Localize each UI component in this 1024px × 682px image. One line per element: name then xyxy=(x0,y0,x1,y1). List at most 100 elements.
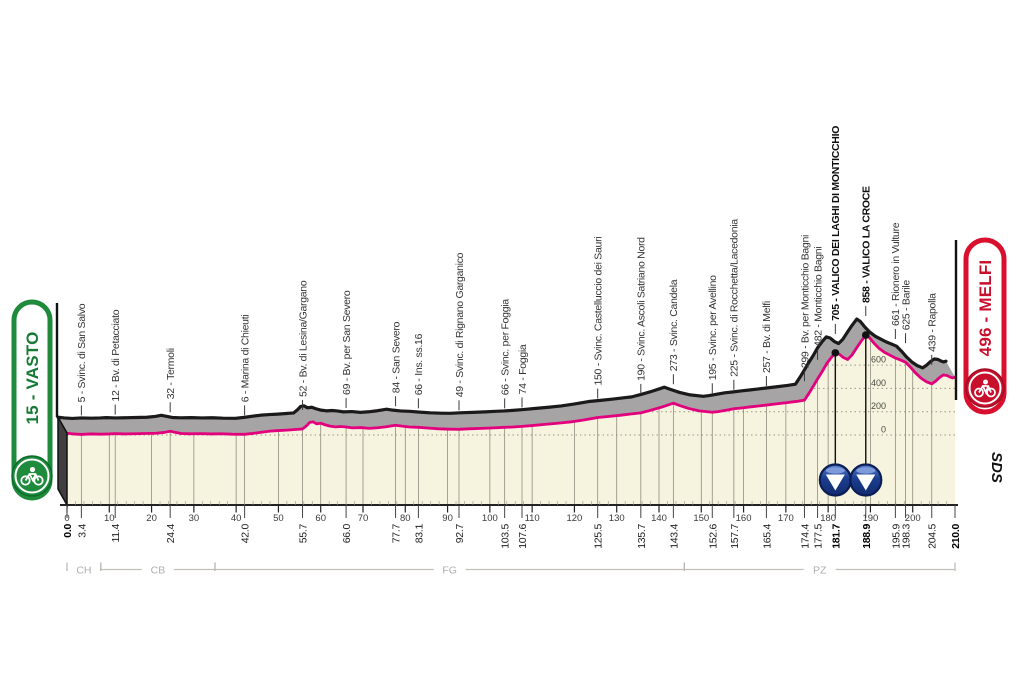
axis-tick-number: 140 xyxy=(651,513,667,524)
waypoint-label: 705 - VALICO DEI LAGHI DI MONTICCHIO xyxy=(830,126,842,321)
gpm-markers xyxy=(818,331,883,497)
profile-end-cap xyxy=(57,414,68,508)
waypoint-label: 190 - Svinc. Ascoli Satriano Nord xyxy=(636,237,648,381)
axis-tick-number: 180 xyxy=(820,513,836,524)
province-axis: CH CB FG PZ xyxy=(66,562,956,577)
axis-tick-number: 120 xyxy=(566,513,582,524)
waypoint-km-label: 204.5 xyxy=(927,524,939,549)
waypoint-km-label: 177.5 xyxy=(813,524,825,549)
axis-tick-number: 170 xyxy=(778,513,794,524)
waypoint-km-label: 195.9 xyxy=(890,524,902,549)
elevation-label: 600 xyxy=(871,355,886,365)
finish-badge-label: 496 - MELFI xyxy=(976,260,995,357)
axis-tick-number: 150 xyxy=(693,513,709,524)
axis-tick-number: 40 xyxy=(231,513,242,524)
waypoint-label: 299 - Bv. per Monticchio Bagni xyxy=(799,235,811,368)
waypoint-km-label: 3.4 xyxy=(76,524,88,538)
waypoint-km-label: 77.7 xyxy=(391,524,403,544)
waypoint-km-label: 11.4 xyxy=(110,524,122,543)
waypoint-km-label: 157.7 xyxy=(729,524,741,549)
gpm-summit-dot xyxy=(831,349,840,357)
waypoint-km-label: 83.1 xyxy=(413,524,425,544)
waypoint-label: 195 - Svinc. per Avellino xyxy=(707,275,719,380)
waypoint-label: 257 - Bv. di Melfi xyxy=(761,301,773,373)
profile-top-line xyxy=(56,317,948,421)
waypoint-km-label: 125.5 xyxy=(593,524,605,549)
waypoint-label: 439 - Rapolla xyxy=(927,293,939,352)
waypoint-label: 69 - Bv. per San Severo xyxy=(341,290,353,395)
axis-tick-number: 70 xyxy=(358,513,369,524)
waypoint-label: 84 - San Severo xyxy=(390,321,402,393)
axis-tick-number: 190 xyxy=(862,513,878,524)
waypoint-km-label: 0.0 xyxy=(62,524,74,538)
waypoint-km-label: 66.0 xyxy=(341,524,353,544)
elevation-label: 400 xyxy=(871,378,886,388)
waypoint-labels: 5 - Svinc. di San Salvo 12 - Bv. di Petac… xyxy=(76,126,939,416)
waypoint-km-label: 181.7 xyxy=(830,524,842,549)
waypoint-km-label: 103.5 xyxy=(500,524,512,549)
axis-tick-number: 160 xyxy=(736,513,752,524)
elevation-label: 200 xyxy=(871,401,886,411)
waypoint-km-label: 143.4 xyxy=(668,524,680,549)
waypoint-label: 225 - Svinc. di Rocchetta/Lacedonia xyxy=(729,219,741,377)
profile-ground xyxy=(67,335,955,505)
axis-tick-number: 10 xyxy=(104,513,115,524)
sds-logo: SDS xyxy=(988,452,1005,483)
gpm-marker-arrow xyxy=(856,474,876,491)
waypoint-label: 74 - Foggia xyxy=(517,344,529,394)
elevation-label: 0 xyxy=(881,425,886,435)
axis-tick-number: 200 xyxy=(905,513,921,524)
elevation-scale: 0 200 400 600 xyxy=(871,355,886,435)
gpm-marker-highlight xyxy=(856,467,876,474)
waypoint-label: 5 - Svinc. di San Salvo xyxy=(76,303,88,402)
waypoint-km-label: 135.7 xyxy=(636,524,648,549)
province-label: CH xyxy=(76,565,91,577)
waypoint-km-label: 24.4 xyxy=(165,524,177,544)
axis-tick-number: 60 xyxy=(315,513,326,524)
profile-3d-band xyxy=(58,319,955,435)
waypoint-km-label: 188.9 xyxy=(861,524,873,549)
waypoint-label: 661 - Rionero in Vulture xyxy=(890,222,902,326)
waypoint-label: 150 - Svinc. Castelluccio dei Sauri xyxy=(592,237,604,386)
finish-cyclist-icon xyxy=(965,368,1005,408)
waypoint-km-label: 152.6 xyxy=(707,524,719,549)
gpm-marker-highlight xyxy=(825,467,845,474)
waypoint-label: 273 - Svinc. Candela xyxy=(668,279,680,371)
axis-tick-number: 110 xyxy=(525,513,540,524)
province-label: CB xyxy=(151,565,166,577)
waypoint-km-label: 174.4 xyxy=(799,524,811,549)
axis-tick-number: 130 xyxy=(609,513,625,524)
axis-tick-number: 20 xyxy=(146,513,157,524)
waypoint-label: 858 - VALICO LA CROCE xyxy=(861,186,873,303)
start-badge-label: 15 - VASTO xyxy=(23,331,42,424)
waypoint-label: 52 - Bv. di Lesina/Gargano xyxy=(297,280,309,397)
waypoint-km-label: 165.4 xyxy=(761,524,773,549)
axis-tick-number: 80 xyxy=(400,513,411,524)
waypoint-km-label: 210.0 xyxy=(950,524,962,549)
waypoint-label: 66 - Svinc. per Foggia xyxy=(499,299,511,396)
waypoint-label: 49 - Svinc. di Rignano Garganico xyxy=(454,252,466,397)
gpm-summit-dot xyxy=(861,331,870,339)
finish-badge: 496 - MELFI xyxy=(963,237,1007,415)
waypoint-km-label: 107.6 xyxy=(517,524,529,549)
waypoint-km-label: 55.7 xyxy=(298,524,310,544)
waypoint-label: 6 - Marina di Chieuti xyxy=(239,315,251,403)
waypoint-label: 625 - Barile xyxy=(900,280,912,331)
start-badge: 15 - VASTO xyxy=(11,299,53,501)
province-label: FG xyxy=(442,565,457,577)
axis-tick-number: 50 xyxy=(273,513,284,524)
axis-tick-number: 0 xyxy=(64,513,69,524)
gpm-marker-arrow xyxy=(825,474,845,491)
waypoint-label: 12 - Bv. di Petacciato xyxy=(110,309,122,401)
axis-tick-number: 100 xyxy=(482,513,498,524)
waypoint-label: 32 - Termoli xyxy=(165,348,177,399)
start-cyclist-icon xyxy=(11,455,53,497)
waypoint-km-label: 198.3 xyxy=(901,524,913,549)
distance-axis-labels: 0 10 20 30 40 50 60 70 80 90 100 110 120 130 140 150 160… xyxy=(62,501,962,549)
axis-tick-number: 90 xyxy=(442,513,453,524)
waypoint-km-label: 42.0 xyxy=(240,524,252,544)
waypoint-label: 482 - Monticchio Bagni xyxy=(812,247,824,347)
province-label: PZ xyxy=(813,565,827,577)
